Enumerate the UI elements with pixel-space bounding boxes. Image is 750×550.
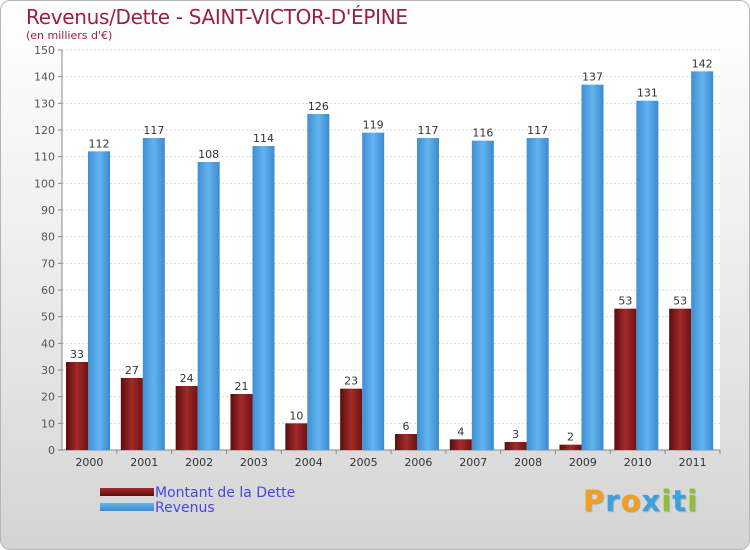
bar-revenus [197, 162, 220, 450]
bar-dette [285, 423, 308, 450]
x-tick-label: 2011 [679, 456, 707, 469]
legend-label-revenus: Revenus [155, 500, 215, 516]
x-tick-label: 2003 [240, 456, 268, 469]
y-tick-label: 10 [41, 417, 55, 430]
bar-revenus [691, 71, 714, 450]
x-tick-label: 2000 [75, 456, 103, 469]
x-tick-label: 2005 [350, 456, 378, 469]
bar-revenus [252, 146, 275, 450]
data-label-revenus: 117 [418, 124, 439, 137]
bar-dette [66, 362, 88, 450]
x-tick-label: 2002 [185, 456, 213, 469]
bar-revenus [307, 114, 330, 450]
x-tick-label: 2009 [569, 456, 597, 469]
legend-item-dette: Montant de la Dette [100, 485, 360, 501]
data-label-dette: 33 [70, 348, 84, 361]
y-tick-label: 70 [41, 257, 55, 270]
bar-revenus [581, 84, 604, 451]
data-label-revenus: 114 [253, 132, 274, 145]
legend-swatch-revenus [100, 503, 154, 511]
y-tick-label: 80 [41, 231, 55, 244]
x-tick-label: 2004 [295, 456, 323, 469]
y-tick-label: 150 [34, 44, 55, 57]
y-tick-label: 100 [34, 177, 55, 190]
data-label-dette: 53 [673, 295, 687, 308]
x-tick-label: 2001 [130, 456, 158, 469]
y-tick-label: 40 [41, 337, 55, 350]
data-label-dette: 24 [180, 372, 194, 385]
bar-dette [669, 308, 692, 450]
legend-swatch-dette [100, 488, 154, 496]
x-tick-label: 2007 [459, 456, 487, 469]
y-tick-label: 30 [41, 364, 55, 377]
bar-dette [614, 308, 637, 450]
y-tick-label: 140 [34, 71, 55, 84]
logo-letter: P [583, 484, 606, 518]
y-tick-label: 90 [41, 204, 55, 217]
data-label-dette: 4 [457, 425, 464, 438]
data-label-revenus: 108 [198, 148, 219, 161]
bar-revenus [417, 138, 439, 450]
y-tick-label: 0 [48, 444, 55, 457]
data-label-revenus: 112 [89, 137, 110, 150]
logo-letter: o [620, 484, 642, 518]
x-tick-label: 2010 [624, 456, 652, 469]
bar-dette [120, 378, 143, 450]
logo-letter: r [605, 484, 621, 518]
logo-letter: i [687, 484, 699, 518]
data-label-dette: 53 [618, 295, 632, 308]
data-label-dette: 21 [235, 380, 249, 393]
bar-revenus [471, 140, 494, 450]
logo-letter: t [672, 484, 688, 518]
bar-revenus [526, 138, 549, 450]
chart-subtitle: (en milliers d'€) [26, 29, 113, 42]
bar-dette [559, 444, 582, 450]
x-tick-label: 2008 [514, 456, 542, 469]
proxiti-logo: Proxiti [583, 484, 698, 518]
data-label-revenus: 137 [582, 71, 603, 84]
data-label-revenus: 117 [143, 124, 164, 137]
bar-dette [395, 434, 417, 450]
logo-letter: x [641, 484, 662, 518]
bar-dette [340, 388, 363, 450]
data-label-revenus: 142 [692, 57, 713, 70]
data-label-revenus: 131 [637, 87, 658, 100]
plot-area [62, 50, 720, 450]
data-label-dette: 10 [289, 409, 303, 422]
data-label-revenus: 119 [363, 119, 384, 132]
y-tick-label: 110 [34, 151, 55, 164]
bar-dette [504, 442, 527, 450]
y-tick-label: 50 [41, 311, 55, 324]
data-label-dette: 23 [344, 375, 358, 388]
data-label-dette: 3 [512, 428, 519, 441]
y-tick-label: 120 [34, 124, 55, 137]
data-label-dette: 27 [125, 364, 139, 377]
data-label-revenus: 126 [308, 100, 329, 113]
bar-revenus [636, 100, 659, 451]
y-tick-label: 130 [34, 97, 55, 110]
bar-dette [175, 386, 198, 450]
data-label-dette: 2 [567, 431, 574, 444]
bar-revenus [142, 138, 165, 450]
chart-title: Revenus/Dette - SAINT-VICTOR-D'ÉPINE [26, 5, 408, 29]
logo-letter: i [661, 484, 673, 518]
bar-revenus [88, 151, 110, 451]
y-tick-label: 60 [41, 284, 55, 297]
bar-revenus [362, 132, 385, 450]
data-label-revenus: 116 [472, 127, 493, 140]
data-label-revenus: 117 [527, 124, 548, 137]
data-label-dette: 6 [403, 420, 410, 433]
x-tick-label: 2006 [404, 456, 432, 469]
legend-label-dette: Montant de la Dette [155, 485, 296, 501]
legend-item-revenus: Revenus [100, 500, 360, 516]
y-tick-label: 20 [41, 391, 55, 404]
bar-dette [449, 439, 472, 450]
bar-dette [230, 394, 253, 450]
